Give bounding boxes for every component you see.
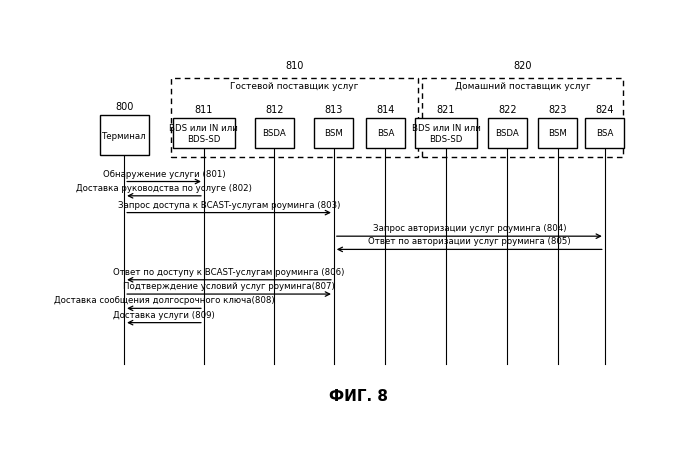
Text: BSA: BSA [377,129,394,138]
Bar [173,119,235,148]
Text: Обнаружение услуги (801): Обнаружение услуги (801) [103,169,225,178]
Text: Подтверждение условий услуг роуминга(807): Подтверждение условий услуг роуминга(807… [123,282,335,290]
Text: ФИГ. 8: ФИГ. 8 [329,388,388,404]
Bar [538,119,577,148]
Text: Терминал: Терминал [102,131,147,140]
Bar [315,119,354,148]
Text: 812: 812 [265,105,284,115]
Text: Доставка руководства по услуге (802): Доставка руководства по услуге (802) [76,183,252,193]
Text: 824: 824 [596,105,614,115]
Text: 800: 800 [115,102,134,112]
Bar [366,119,405,148]
Text: Запрос авторизации услуг роуминга (804): Запрос авторизации услуг роуминга (804) [373,224,566,233]
Text: Запрос доступа к BCAST-услугам роуминга (803): Запрос доступа к BCAST-услугам роуминга … [118,200,340,209]
Text: 813: 813 [324,105,343,115]
Text: Доставка сообщения долгосрочного ключа(808): Доставка сообщения долгосрочного ключа(8… [54,296,274,305]
Text: 821: 821 [437,105,455,115]
Text: 811: 811 [194,105,213,115]
Text: 810: 810 [285,61,304,71]
Text: Ответ по доступу к BCAST-услугам роуминга (806): Ответ по доступу к BCAST-услугам роуминг… [113,267,345,276]
Text: BDS или IN или
BDS-SD: BDS или IN или BDS-SD [412,124,480,144]
Text: BSDA: BSDA [262,129,286,138]
Bar [488,119,527,148]
Text: 814: 814 [376,105,394,115]
Text: BSM: BSM [324,129,343,138]
Text: 822: 822 [498,105,517,115]
Bar [254,119,294,148]
Text: BSDA: BSDA [496,129,519,138]
Text: BDS или IN или
BDS-SD: BDS или IN или BDS-SD [169,124,238,144]
Text: Доставка услуги (809): Доставка услуги (809) [113,310,215,319]
Text: BSA: BSA [596,129,614,138]
Text: 823: 823 [548,105,567,115]
Text: BSM: BSM [548,129,567,138]
Bar [100,116,149,156]
Text: Домашний поставщик услуг: Домашний поставщик услуг [454,81,590,91]
Text: 820: 820 [513,61,532,71]
Text: Ответ по авторизации услуг роуминга (805): Ответ по авторизации услуг роуминга (805… [368,237,570,246]
Bar [415,119,477,148]
Bar [585,119,624,148]
Text: Гостевой поставщик услуг: Гостевой поставщик услуг [231,81,359,91]
